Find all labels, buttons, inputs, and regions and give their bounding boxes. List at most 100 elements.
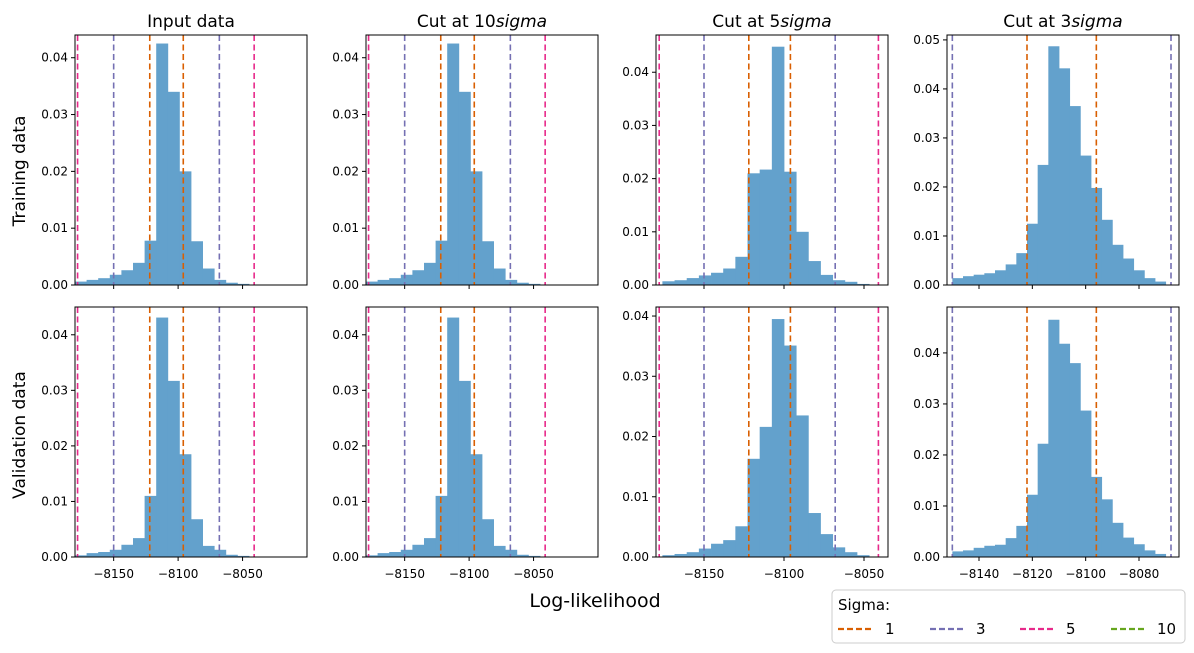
histogram-bar (400, 549, 413, 557)
histogram-bar (747, 458, 761, 557)
x-tick-label: −8050 (513, 567, 554, 581)
y-tick-label: 0.02 (332, 164, 359, 178)
histogram-bar (1133, 544, 1145, 557)
histogram-bar (1005, 538, 1017, 557)
histogram-bar (121, 544, 134, 557)
histogram-bar (482, 241, 494, 285)
y-tick-label: 0.01 (913, 229, 940, 243)
histogram-bar (686, 278, 700, 285)
histogram-bar (662, 281, 675, 285)
histogram-bar (1027, 223, 1039, 285)
histogram-bar (237, 555, 250, 557)
histogram-bar (377, 279, 390, 285)
y-tick-label: 0.01 (622, 490, 649, 504)
histogram-bar (856, 283, 870, 285)
histogram-bar (75, 555, 87, 557)
histogram-bar (133, 262, 145, 285)
histogram-bar (389, 552, 402, 557)
histogram-bar (1016, 525, 1028, 557)
legend-label-sigma-5: 5 (1066, 620, 1076, 638)
histogram-bar (1037, 164, 1049, 285)
histogram-bar (844, 281, 858, 285)
histogram-bar (686, 552, 700, 557)
histogram-bar (505, 549, 518, 557)
histogram-bar (723, 268, 736, 285)
y-tick-label: 0.03 (41, 383, 68, 397)
y-tick-label: 0.03 (332, 108, 359, 122)
histogram-bar (424, 538, 436, 557)
histogram-bar (952, 278, 964, 285)
y-tick-label: 0.02 (913, 448, 940, 462)
histogram-bar (156, 43, 169, 285)
histogram-bar (86, 279, 99, 285)
histogram-bar (1037, 443, 1049, 557)
histogram-bar (808, 513, 821, 557)
histogram-bar (796, 231, 809, 285)
histogram-bar (447, 43, 460, 285)
histogram-bar (747, 173, 761, 285)
histogram-bar (1144, 550, 1156, 557)
histogram-bar (400, 274, 413, 285)
histogram-bar (435, 240, 448, 285)
histogram-bar (698, 275, 712, 285)
histogram-bar (963, 276, 975, 285)
histogram-bar (75, 281, 87, 285)
y-tick-label: 0.03 (41, 108, 68, 122)
panel-grid: 0.00 0.01 0.02 0.03 0.04 0.00 0.01 0.02 0.03 0.04… (41, 33, 1180, 581)
histogram-bar (167, 380, 180, 557)
x-tick-label: −8080 (1119, 567, 1160, 581)
histogram-bar (191, 241, 203, 285)
panel-training-1: 0.00 0.01 0.02 0.03 0.04 (41, 34, 308, 292)
histogram-bar (735, 256, 748, 285)
histogram-bar (144, 240, 157, 285)
x-tick-label: −8150 (93, 567, 134, 581)
histogram-bar (844, 552, 858, 557)
histogram-bar (202, 268, 215, 285)
histogram-bar (674, 553, 688, 557)
histogram-bar (711, 543, 724, 557)
x-axis-label: Log-likelihood (529, 590, 660, 612)
histogram-bar (377, 553, 390, 557)
y-tick-label: 0.00 (622, 550, 649, 564)
histogram-bar (366, 281, 378, 285)
histogram-bar (808, 261, 821, 285)
histogram-bar (424, 262, 436, 285)
y-tick-label: 0.03 (622, 369, 649, 383)
histogram-bar (516, 282, 529, 285)
histogram-bar (1123, 537, 1135, 557)
x-tick-label: −8100 (1065, 567, 1106, 581)
histogram-bar (832, 547, 846, 557)
histogram-bar (109, 549, 122, 557)
x-tick-label: −8150 (384, 567, 425, 581)
histogram-bar (144, 495, 157, 557)
histogram-bar (109, 274, 122, 285)
histogram-bar (493, 268, 506, 285)
y-tick-label: 0.00 (913, 278, 940, 292)
histogram-bar (1016, 253, 1028, 285)
axes-frame (946, 34, 1180, 286)
histogram-bar (389, 278, 402, 285)
histogram-bar (191, 519, 203, 557)
legend: Sigma: 1 3 5 10 (831, 589, 1186, 644)
histogram-bar (1101, 219, 1113, 285)
x-tick-label: −8140 (959, 567, 1000, 581)
histogram-bar (1048, 46, 1060, 286)
histogram-bar (98, 552, 111, 557)
axes-frame (655, 306, 889, 558)
histogram-bar (121, 270, 134, 285)
histogram-bar (86, 553, 99, 557)
x-tick-label: −8100 (764, 567, 805, 581)
histogram-bar (984, 545, 996, 557)
histogram-bar (759, 426, 773, 557)
y-tick-label: 0.01 (913, 499, 940, 513)
axes-frame (74, 34, 308, 286)
histogram-bar (984, 273, 996, 285)
histogram-bar (179, 454, 192, 557)
histogram-bar (98, 278, 111, 285)
histogram-bar (1059, 343, 1071, 557)
histogram-bar (856, 555, 870, 557)
panel-validation-1: 0.00 0.01 0.02 0.03 0.04 −8150 −8100 −8050 (41, 306, 308, 581)
histogram-bar (1123, 258, 1135, 285)
histogram-bar (482, 519, 494, 557)
histogram-bar (458, 380, 471, 557)
